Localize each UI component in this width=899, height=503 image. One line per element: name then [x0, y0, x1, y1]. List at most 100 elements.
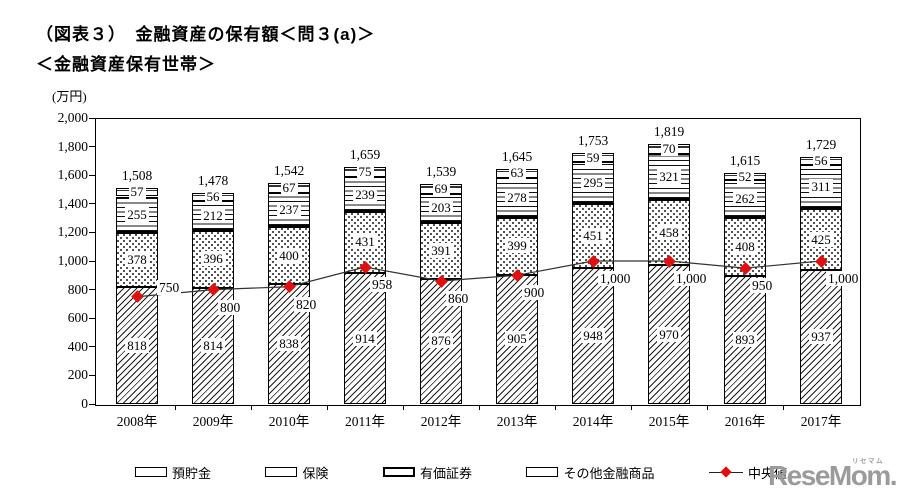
median-value-label: 800 [218, 299, 243, 315]
bar-segment-value-label: 893 [733, 332, 757, 348]
median-value-label: 860 [446, 291, 471, 307]
bar-segment-有価証券 [420, 193, 462, 223]
resemom-logo: リセマム ReseMom. [767, 454, 898, 500]
x-axis-category-label: 2012年 [420, 414, 462, 429]
bar-segment-預貯金 [648, 265, 690, 404]
bar-segment-value-label: 876 [429, 333, 453, 349]
bar-total-label: 1,819 [653, 123, 685, 139]
bar-segment-value-label: 278 [505, 189, 529, 205]
legend-item-1: 預貯金 [135, 463, 211, 482]
y-axis-unit-label: (万円) [52, 89, 87, 104]
bar-segment-value-label: 255 [125, 206, 149, 222]
bar-segment-value-label: 948 [581, 328, 605, 344]
bar-segment-value-label: 451 [581, 228, 605, 244]
y-axis-tick-mark [89, 203, 95, 205]
bar-segment-value-label: 295 [581, 174, 605, 190]
bar-segment-value-label: 838 [277, 336, 301, 352]
y-axis-tick-mark [89, 231, 95, 233]
y-axis-tick-mark [89, 146, 95, 148]
y-axis-tick-label: 600 [67, 310, 88, 326]
y-axis-tick-mark [89, 174, 95, 176]
y-axis-tick-mark [89, 374, 95, 376]
bar-segment-value-label: 212 [201, 207, 225, 223]
bar-segment-value-label: 63 [508, 165, 526, 181]
chart-subtitle: ＜金融資産保有世帯＞ [36, 55, 216, 74]
legend-item-4: その他金融商品 [526, 463, 654, 482]
bar-segment-value-label: 321 [657, 168, 681, 184]
median-value-label: 1,000 [826, 271, 861, 286]
bar-segment-value-label: 237 [277, 202, 301, 218]
bar-segment-value-label: 52 [736, 168, 754, 184]
x-axis-category-label: 2009年 [192, 414, 234, 429]
legend-key-icon [526, 467, 559, 477]
bar-segment-保険 [344, 211, 386, 274]
x-axis-tick-mark [327, 405, 328, 410]
bar-total-label: 1,753 [577, 133, 609, 149]
x-axis-category-label: 2008年 [116, 414, 158, 429]
x-axis-tick-mark [707, 405, 708, 410]
x-axis-tick-mark [175, 405, 176, 410]
bar-segment-value-label: 57 [128, 184, 146, 200]
legend-key-icon [135, 467, 167, 477]
bar-segment-value-label: 408 [733, 239, 757, 255]
x-axis-tick-mark [479, 405, 480, 410]
legend-label: 中央値 [747, 465, 787, 481]
bar-segment-value-label: 56 [204, 188, 222, 204]
plot-area-border [95, 118, 861, 406]
y-axis-tick-label: 1,600 [57, 167, 88, 183]
bar-segment-value-label: 818 [125, 337, 149, 353]
bar-total-label: 1,729 [805, 136, 837, 152]
x-axis-category-label: 2015年 [648, 414, 690, 429]
bar-segment-value-label: 970 [657, 326, 681, 342]
chart-title: （図表３） 金融資産の保有額＜問３(a)＞ [36, 25, 376, 44]
x-axis-category-label: 2016年 [724, 414, 766, 429]
bar-total-label: 1,615 [729, 153, 761, 169]
legend-label: その他金融商品 [563, 465, 655, 481]
bar-segment-value-label: 75 [356, 164, 374, 180]
median-value-label: 1,000 [598, 271, 633, 286]
bar-segment-value-label: 400 [277, 247, 301, 263]
bar-segment-value-label: 425 [809, 231, 833, 247]
bar-segment-value-label: 262 [733, 191, 757, 207]
bar-segment-有価証券 [648, 153, 690, 200]
y-axis-tick-label: 1,800 [57, 138, 88, 154]
x-axis-tick-mark [251, 405, 252, 410]
resemom-logo-text: ReseMom. [767, 460, 898, 491]
bar-segment-value-label: 396 [201, 251, 225, 267]
median-value-label: 950 [750, 278, 775, 294]
bar-total-label: 1,659 [349, 146, 381, 162]
x-axis-tick-mark [403, 405, 404, 410]
x-axis-tick-mark [631, 405, 632, 410]
legend-key-icon [265, 467, 298, 477]
x-axis-category-label: 2010年 [268, 414, 310, 429]
bar-segment-value-label: 203 [429, 200, 453, 216]
median-value-label: 900 [522, 285, 547, 301]
bar-segment-value-label: 239 [353, 186, 377, 202]
y-axis-tick-label: 1,400 [57, 195, 88, 211]
legend-label: 有価証券 [419, 465, 472, 481]
bar-total-label: 1,645 [501, 148, 533, 164]
y-axis-tick-mark [89, 260, 95, 262]
y-axis-tick-label: 0 [81, 396, 88, 411]
bar-segment-保険 [800, 209, 842, 270]
y-axis-tick-label: 800 [67, 281, 88, 297]
y-axis-tick-mark [89, 346, 95, 348]
bar-segment-value-label: 378 [125, 251, 149, 267]
x-axis-tick-mark [555, 405, 556, 410]
bar-segment-value-label: 311 [809, 178, 833, 194]
y-axis-tick-label: 200 [67, 367, 88, 383]
x-axis-category-label: 2017年 [800, 414, 842, 429]
bar-segment-value-label: 59 [584, 149, 602, 165]
bar-segment-value-label: 70 [660, 140, 678, 156]
bar-total-label: 1,542 [273, 163, 305, 179]
bar-segment-value-label: 56 [812, 152, 830, 168]
bar-segment-value-label: 458 [657, 224, 681, 240]
legend-label: 預貯金 [172, 465, 212, 481]
bar-segment-value-label: 391 [429, 242, 453, 258]
x-axis-category-label: 2011年 [345, 414, 385, 429]
bar-segment-value-label: 431 [353, 234, 377, 250]
legend-item-5: 中央値 [708, 463, 787, 482]
